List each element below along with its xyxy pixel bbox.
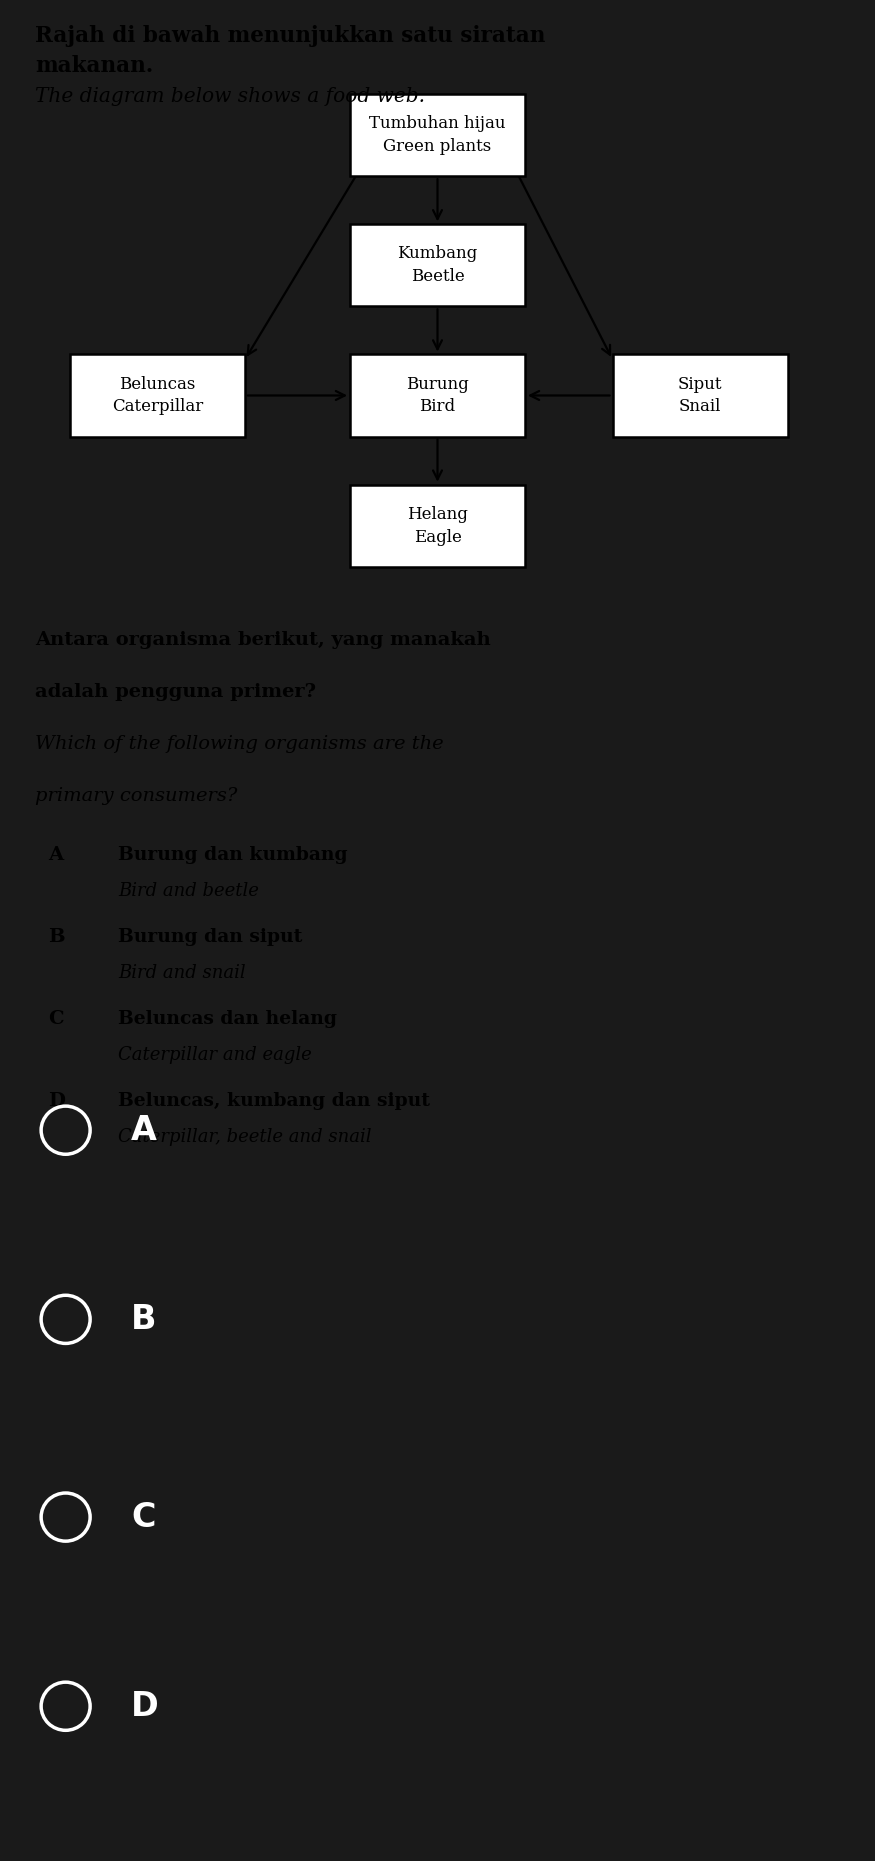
- Text: Helang
Eagle: Helang Eagle: [407, 506, 468, 545]
- FancyBboxPatch shape: [612, 354, 788, 437]
- FancyBboxPatch shape: [350, 484, 525, 568]
- Text: Burung
Bird: Burung Bird: [406, 376, 469, 415]
- Text: Beluncas dan helang: Beluncas dan helang: [118, 1011, 337, 1029]
- Text: C: C: [131, 1500, 156, 1533]
- Text: The diagram below shows a food web.: The diagram below shows a food web.: [35, 87, 425, 106]
- Text: Rajah di bawah menunjukkan satu siratan: Rajah di bawah menunjukkan satu siratan: [35, 24, 545, 47]
- Text: Bird and beetle: Bird and beetle: [118, 882, 259, 901]
- Text: Beluncas
Caterpillar: Beluncas Caterpillar: [112, 376, 203, 415]
- Text: primary consumers?: primary consumers?: [35, 787, 237, 806]
- Text: A: A: [131, 1113, 158, 1146]
- Text: Beluncas, kumbang dan siput: Beluncas, kumbang dan siput: [118, 1092, 430, 1111]
- Text: D: D: [48, 1092, 65, 1111]
- Text: Caterpillar and eagle: Caterpillar and eagle: [118, 1046, 312, 1064]
- FancyBboxPatch shape: [350, 354, 525, 437]
- FancyBboxPatch shape: [350, 225, 525, 307]
- FancyBboxPatch shape: [70, 354, 245, 437]
- Text: Siput
Snail: Siput Snail: [678, 376, 722, 415]
- Text: A: A: [48, 847, 63, 864]
- Text: Bird and snail: Bird and snail: [118, 964, 246, 983]
- Text: B: B: [48, 929, 65, 945]
- Text: Antara organisma berikut, yang manakah: Antara organisma berikut, yang manakah: [35, 631, 491, 649]
- Text: C: C: [48, 1011, 64, 1029]
- Text: Burung dan siput: Burung dan siput: [118, 929, 303, 945]
- Text: Caterpillar, beetle and snail: Caterpillar, beetle and snail: [118, 1128, 372, 1146]
- Text: B: B: [131, 1303, 157, 1336]
- Text: Burung dan kumbang: Burung dan kumbang: [118, 847, 347, 864]
- Text: D: D: [131, 1690, 159, 1723]
- FancyBboxPatch shape: [350, 95, 525, 177]
- Text: adalah pengguna primer?: adalah pengguna primer?: [35, 683, 316, 702]
- Text: makanan.: makanan.: [35, 56, 153, 76]
- Text: Tumbuhan hijau
Green plants: Tumbuhan hijau Green plants: [369, 115, 506, 154]
- Text: Kumbang
Beetle: Kumbang Beetle: [397, 246, 478, 285]
- Text: Which of the following organisms are the: Which of the following organisms are the: [35, 735, 444, 754]
